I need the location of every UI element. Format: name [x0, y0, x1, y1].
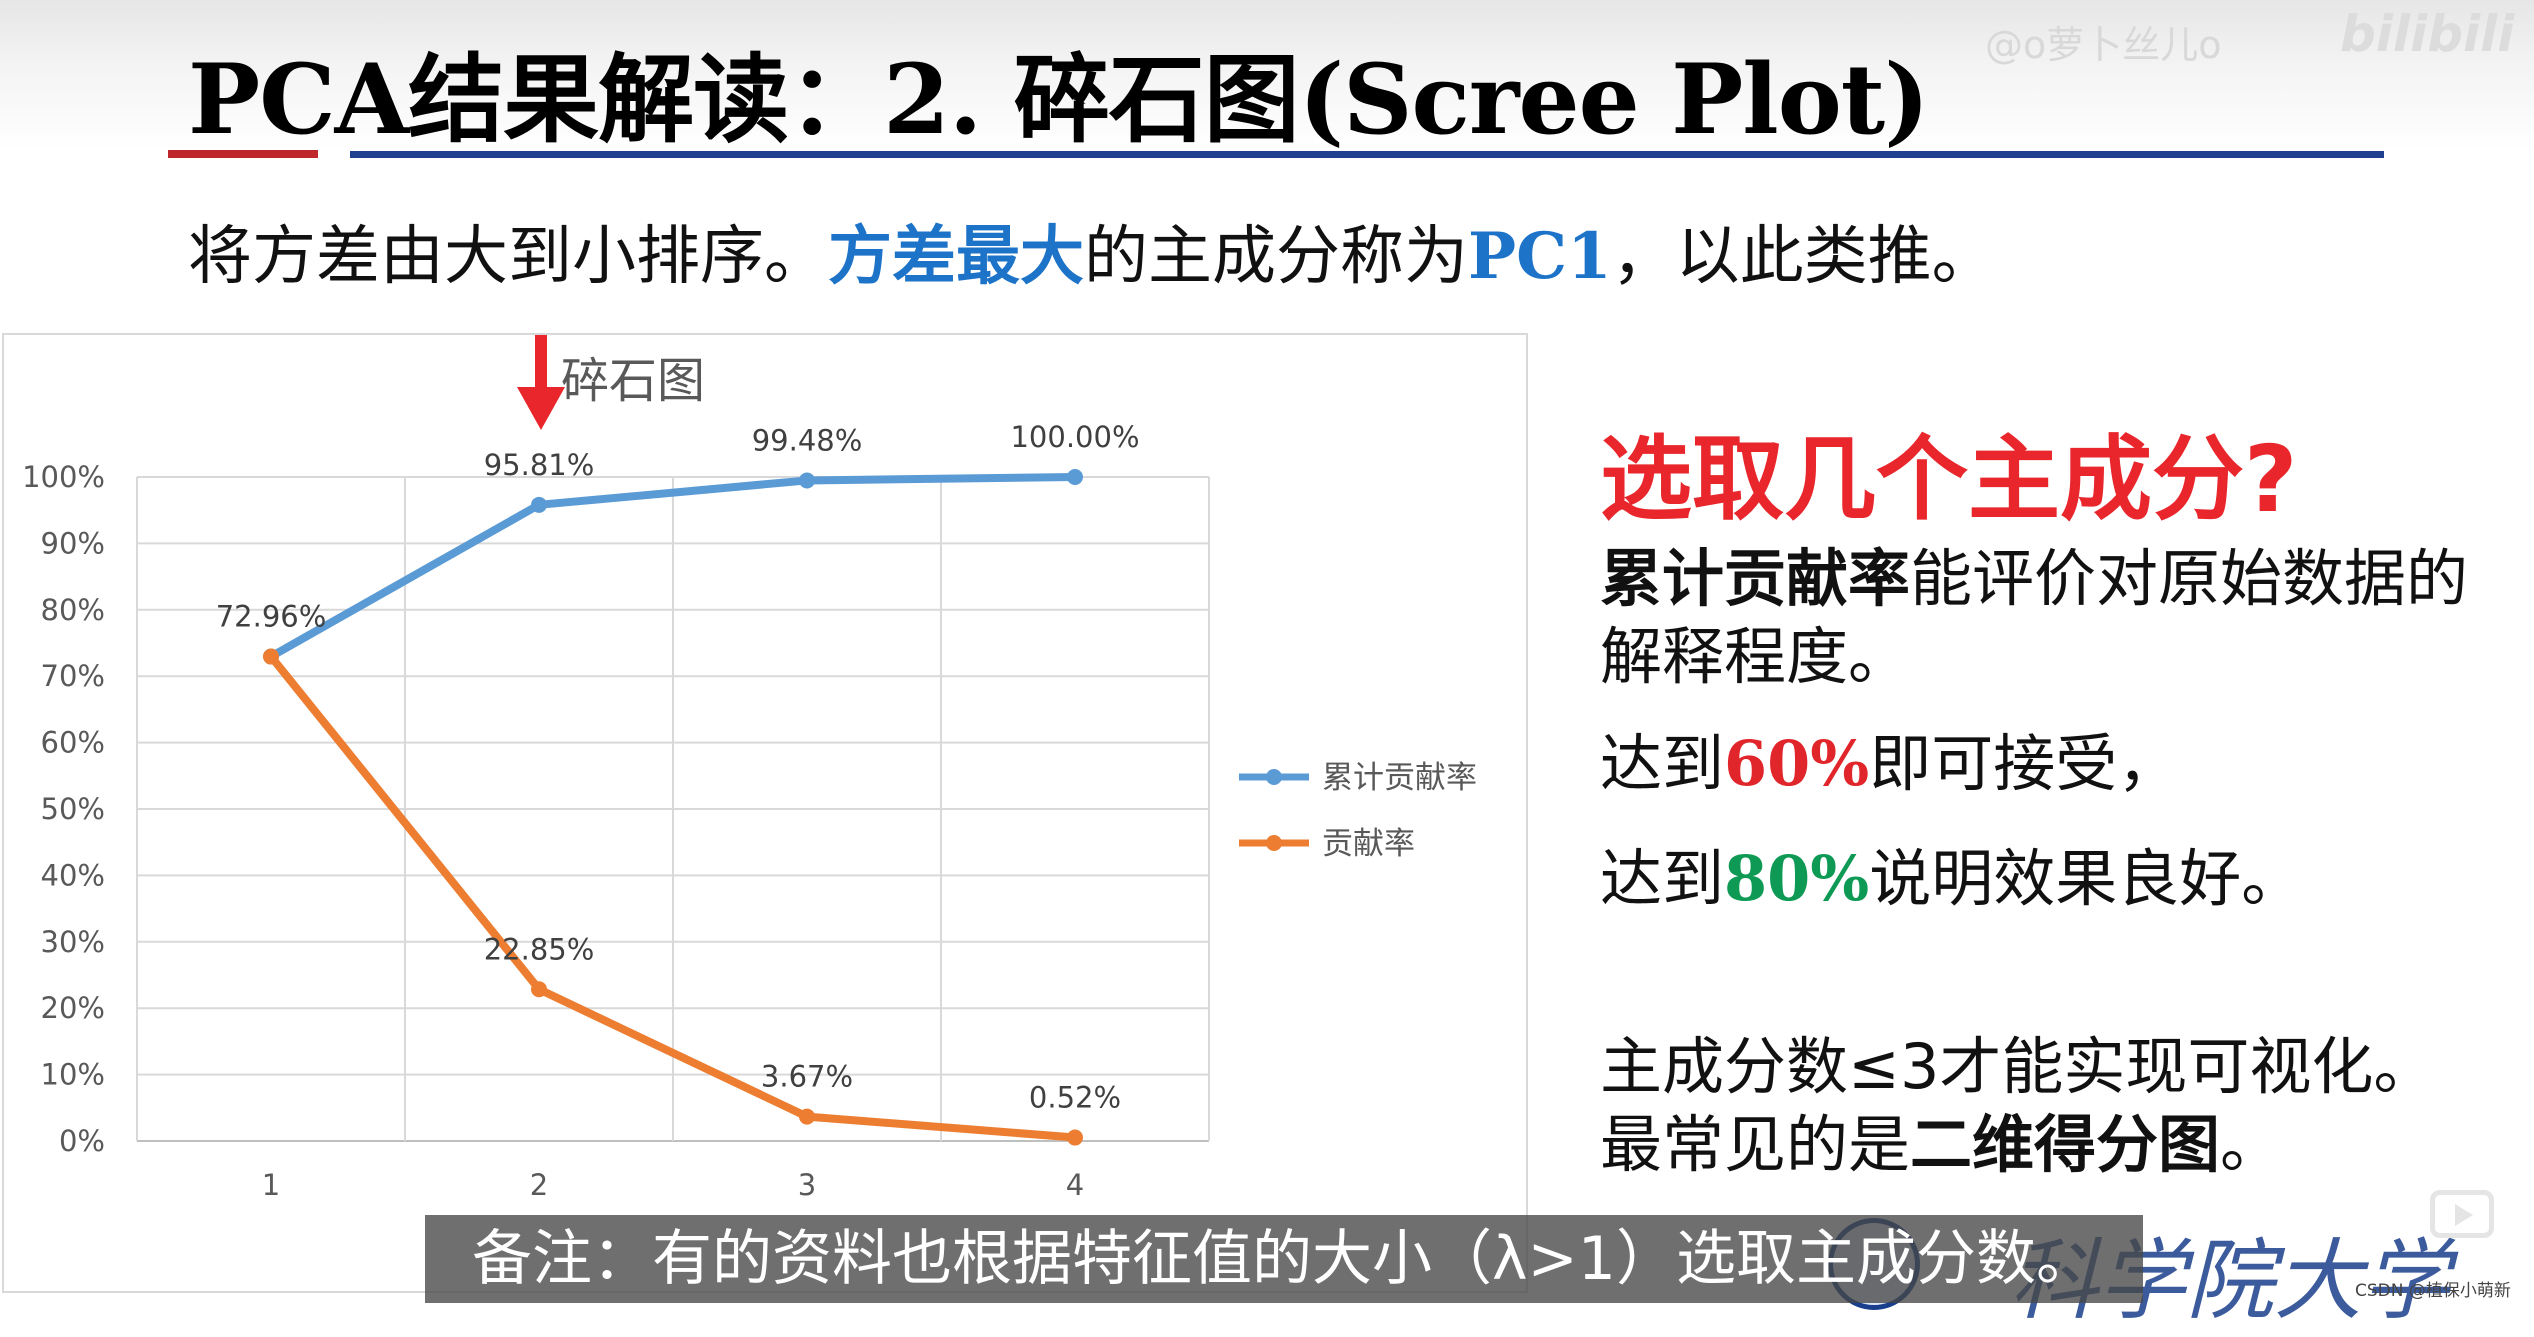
legend-marker [1266, 835, 1282, 851]
subtitle-pc1: PC1 [1468, 219, 1612, 294]
data-label: 100.00% [1010, 420, 1139, 454]
score-plot-bold: 二维得分图 [1910, 1108, 2221, 1181]
explanation-line-2: 解释程度。 [1600, 620, 1911, 693]
legend-marker [1266, 769, 1282, 785]
video-watermark-user: @o萝卜丝儿o [1985, 23, 2222, 67]
y-tick-label: 30% [41, 925, 105, 959]
data-point [263, 648, 279, 665]
y-tick-label: 20% [41, 991, 105, 1025]
series-line-cumulative [269, 473, 1076, 661]
title-underline-red [168, 150, 318, 158]
y-tick-label: 50% [41, 792, 105, 826]
question-heading: 选取几个主成分? [1600, 426, 2298, 533]
subtitle-text-1: 将方差由大到小排序。 [188, 220, 828, 294]
x-tick-label: 1 [262, 1168, 280, 1202]
data-label: 95.81% [484, 448, 595, 482]
chart-title: 碎石图 [561, 353, 705, 409]
data-point [799, 472, 815, 489]
threshold-60-value: 60% [1724, 727, 1870, 800]
x-tick-label: 2 [530, 1168, 548, 1202]
y-tick-label: 70% [41, 659, 105, 693]
title-underline-blue [350, 151, 2384, 158]
data-point [1067, 469, 1083, 485]
cumulative-rate-term: 累计贡献率 [1600, 542, 1911, 615]
y-tick-label: 80% [41, 593, 105, 627]
slide-subtitle: 将方差由大到小排序。方差最大的主成分称为PC1，以此类推。 [188, 205, 1996, 297]
data-point [531, 981, 547, 998]
threshold-80-pre: 达到 [1600, 842, 1725, 915]
explanation-text: 能评价对原始数据的 [1910, 542, 2469, 615]
bilibili-logo: bilibili [2340, 5, 2515, 63]
threshold-60-line: 达到60%即可接受， [1600, 725, 2179, 803]
data-label: 0.52% [1029, 1081, 1121, 1115]
legend-label: 累计贡献率 [1322, 760, 1477, 796]
explanation-line-1: 累计贡献率能评价对原始数据的 [1600, 540, 2468, 618]
score-plot-pre: 最常见的是 [1600, 1108, 1911, 1181]
threshold-80-post: 说明效果良好。 [1869, 842, 2304, 915]
play-icon [2430, 1190, 2494, 1238]
x-tick-label: 3 [798, 1168, 816, 1202]
y-tick-label: 0% [59, 1124, 105, 1158]
data-point [1067, 1129, 1083, 1146]
score-plot-line: 最常见的是二维得分图。 [1600, 1106, 2282, 1184]
y-tick-label: 60% [41, 726, 105, 760]
threshold-80-line: 达到80%说明效果良好。 [1600, 840, 2303, 918]
video-caption: 备注：有的资料也根据特征值的大小（λ>1）选取主成分数。 [425, 1215, 2143, 1303]
data-label: 99.48% [752, 423, 863, 457]
subtitle-text-3: ，以此类推。 [1611, 220, 1996, 294]
y-tick-label: 40% [41, 858, 105, 892]
data-point [799, 1108, 815, 1125]
header-background [0, 0, 2534, 150]
threshold-60-pre: 达到 [1600, 727, 1725, 800]
annotation-arrow-head [517, 387, 565, 430]
data-label: 72.96% [216, 600, 327, 634]
subtitle-text-2: 的主成分称为 [1084, 220, 1468, 294]
subtitle-highlight: 方差最大 [828, 220, 1084, 294]
data-point [531, 496, 547, 513]
data-label: 3.67% [761, 1060, 853, 1094]
visualization-line: 主成分数≤3才能实现可视化。 [1600, 1030, 2436, 1103]
x-tick-label: 4 [1066, 1168, 1084, 1202]
data-label: 22.85% [484, 932, 595, 966]
series-line-contribution [267, 654, 1076, 1142]
score-plot-post: 。 [2220, 1108, 2283, 1181]
y-tick-label: 90% [41, 526, 105, 560]
csdn-watermark: CSDN @植保小萌新 [2355, 1281, 2511, 1301]
y-tick-label: 100% [22, 460, 105, 494]
scree-chart: 碎石图 0% 10% 20% 30% 40% 50% 60% 70% 80% 90% 100% 1 2 3 4… [2, 333, 1528, 1293]
slide-title: PCA结果解读：2. 碎石图(Scree Plot) [188, 43, 1930, 156]
legend-label: 贡献率 [1322, 826, 1415, 862]
threshold-60-post: 即可接受， [1869, 727, 2180, 800]
y-tick-label: 10% [41, 1058, 105, 1092]
scree-chart-svg: 碎石图 0% 10% 20% 30% 40% 50% 60% 70% 80% 90% 100% 1 2 3 4… [22, 335, 1477, 1202]
threshold-80-value: 80% [1724, 842, 1870, 915]
